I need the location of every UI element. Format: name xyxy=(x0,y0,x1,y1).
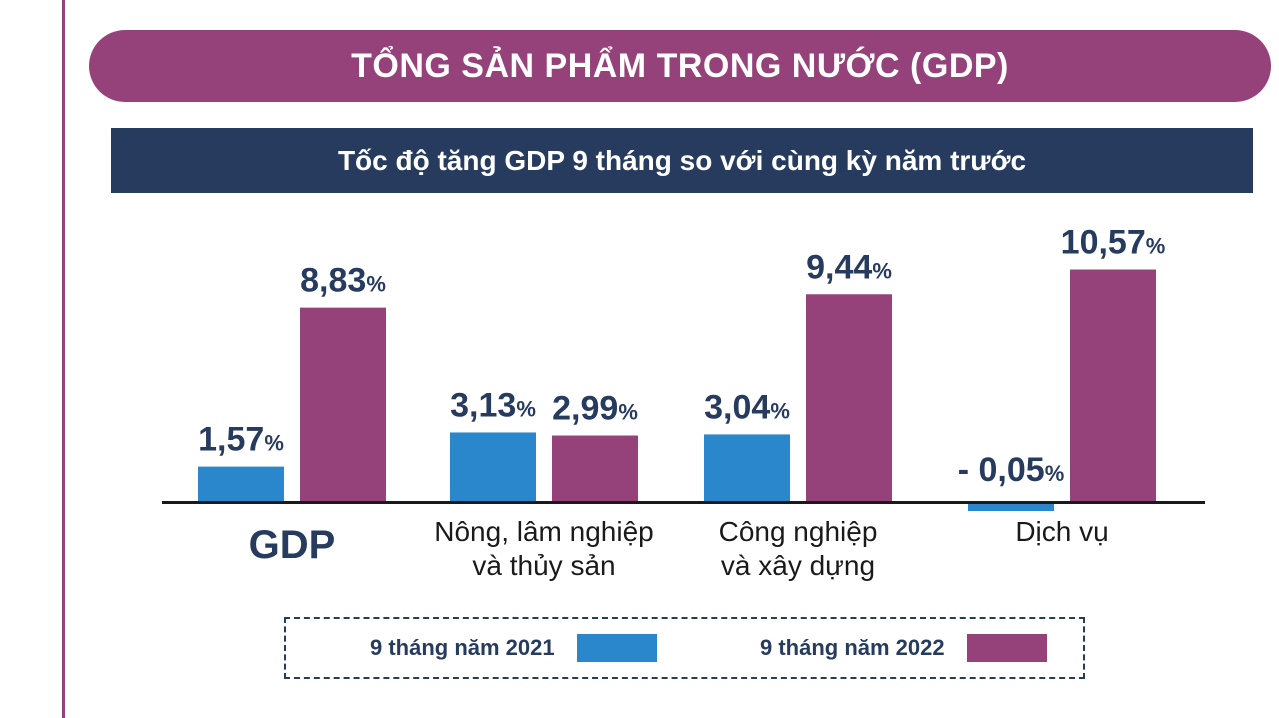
bar-2022-0 xyxy=(300,307,386,501)
legend-label-2022: 9 tháng năm 2022 xyxy=(760,635,945,660)
category-label-line: GDP xyxy=(249,523,336,567)
value-label-2022-2: 9,44% xyxy=(806,248,892,286)
category-label-1: Nông, lâm nghiệp và thủy sản xyxy=(434,516,653,581)
value-number: 3,04 xyxy=(704,388,770,426)
chart-subtitle: Tốc độ tăng GDP 9 tháng so với cùng kỳ n… xyxy=(111,128,1253,193)
value-unit: % xyxy=(1045,461,1065,486)
legend-swatch-2022 xyxy=(966,634,1047,662)
value-label-2021-0: 1,57% xyxy=(198,421,284,459)
legend-item-2022: 9 tháng năm 2022 xyxy=(760,619,1047,677)
value-number: 3,13 xyxy=(450,386,516,424)
value-number: 9,44 xyxy=(806,248,872,286)
value-number: - 0,05 xyxy=(958,451,1045,489)
category-label-line: Công nghiệp xyxy=(719,516,878,547)
value-label-2022-3: 10,57% xyxy=(1061,224,1166,262)
value-number: 8,83 xyxy=(300,262,366,300)
bar-2021-0 xyxy=(198,466,284,501)
value-number: 1,57 xyxy=(198,421,264,459)
value-label-2021-3: - 0,05% xyxy=(958,451,1065,489)
category-label-line: và xây dựng xyxy=(721,550,875,581)
bar-2022-1 xyxy=(552,435,638,501)
category-label-0: GDP xyxy=(249,523,336,567)
category-label-2: Công nghiệp và xây dựng xyxy=(719,516,878,581)
legend-swatch-2021 xyxy=(576,634,657,662)
bar-2021-1 xyxy=(450,432,536,501)
category-label-line: Nông, lâm nghiệp xyxy=(434,516,653,547)
value-number: 10,57 xyxy=(1061,224,1146,262)
category-label-line: và thủy sản xyxy=(472,550,615,581)
bar-2022-3 xyxy=(1070,269,1156,501)
value-unit: % xyxy=(516,396,536,421)
category-label-line: Dịch vụ xyxy=(1015,516,1108,547)
value-unit: % xyxy=(366,272,386,297)
legend-label-2021: 9 tháng năm 2021 xyxy=(370,635,555,660)
value-number: 2,99 xyxy=(552,390,618,428)
value-label-2021-1: 3,13% xyxy=(450,386,536,424)
value-label-2022-1: 2,99% xyxy=(552,390,638,428)
value-label-2021-2: 3,04% xyxy=(704,388,790,426)
value-unit: % xyxy=(264,431,284,456)
value-unit: % xyxy=(770,398,790,423)
chart-legend: 9 tháng năm 2021 9 tháng năm 2022 xyxy=(284,617,1085,679)
bar-2022-2 xyxy=(806,294,892,501)
value-unit: % xyxy=(872,258,892,283)
value-unit: % xyxy=(1146,234,1166,259)
value-unit: % xyxy=(618,400,638,425)
side-accent-line xyxy=(62,0,65,718)
value-label-2022-0: 8,83% xyxy=(300,262,386,300)
legend-item-2021: 9 tháng năm 2021 xyxy=(370,619,657,677)
bar-2021-2 xyxy=(704,434,790,501)
bar-2021-3 xyxy=(968,504,1054,511)
page-title: TỔNG SẢN PHẨM TRONG NƯỚC (GDP) xyxy=(89,30,1271,102)
category-label-3: Dịch vụ xyxy=(1015,516,1108,547)
